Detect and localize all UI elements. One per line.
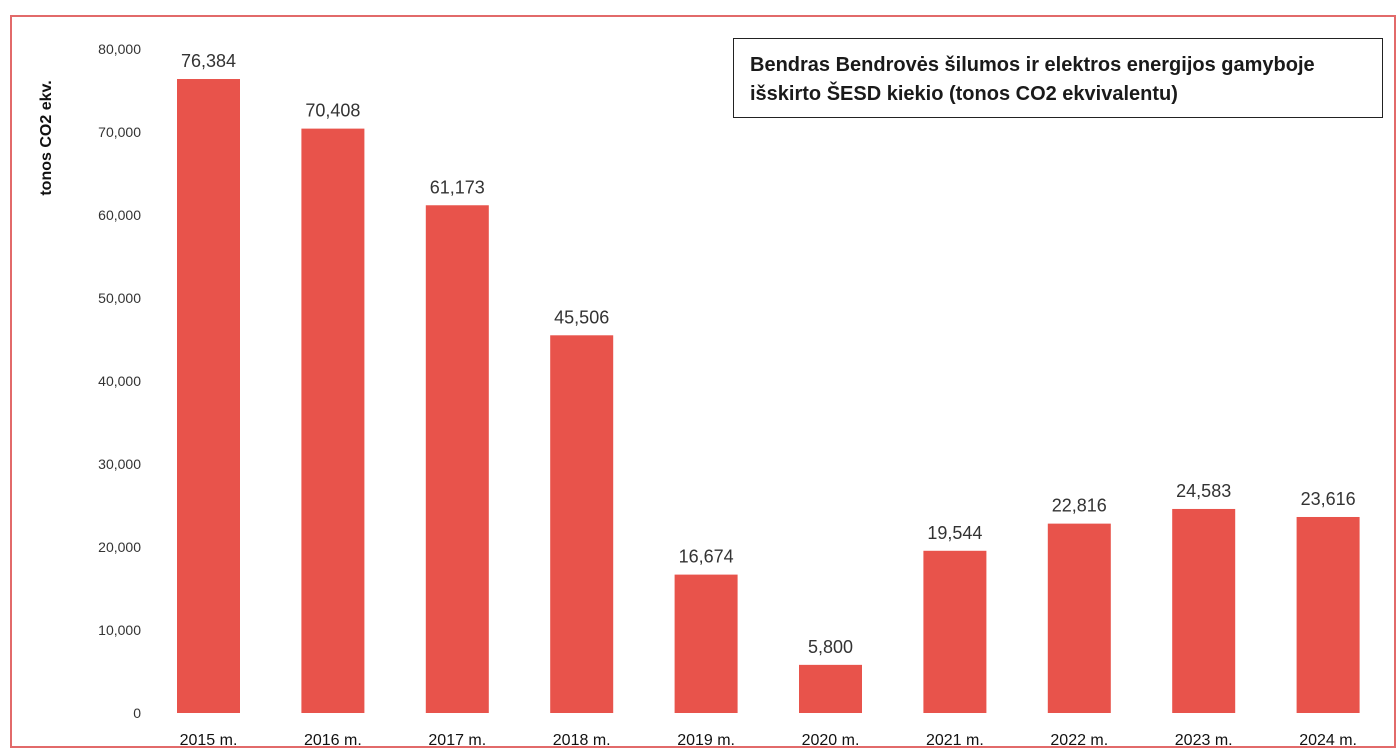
y-tick-label: 0: [133, 705, 141, 721]
bar-2018: [550, 335, 614, 713]
chart-title: Bendras Bendrovės šilumos ir elektros en…: [750, 54, 1315, 105]
x-tick-label-2016: 2016 m.: [304, 732, 362, 749]
bar-2017: [425, 205, 489, 713]
data-label-2017: 61,173: [430, 177, 485, 197]
bars-group: [177, 79, 1360, 714]
x-tick-label-2022: 2022 m.: [1050, 732, 1108, 749]
y-tick-label: 10,000: [98, 622, 141, 638]
data-label-2018: 45,506: [554, 307, 609, 327]
bar-2021: [923, 550, 987, 713]
data-label-2019: 16,674: [679, 547, 734, 567]
x-tick-label-2023: 2023 m.: [1175, 732, 1233, 749]
data-label-2021: 19,544: [927, 523, 982, 543]
data-label-2020: 5,800: [808, 637, 853, 657]
chart-frame: [10, 15, 1396, 748]
x-tick-label-2019: 2019 m.: [677, 732, 735, 749]
x-tick-label-2015: 2015 m.: [180, 732, 238, 749]
bar-2019: [674, 574, 738, 713]
y-tick-label: 60,000: [98, 207, 141, 223]
x-tick-label-2024: 2024 m.: [1299, 732, 1357, 749]
y-tick-label: 70,000: [98, 124, 141, 140]
data-label-2016: 70,408: [305, 101, 360, 121]
data-label-2015: 76,384: [181, 51, 236, 71]
x-tick-label-2020: 2020 m.: [802, 732, 860, 749]
y-axis-title: tonos CO2 ekv.: [38, 80, 55, 195]
data-label-2023: 24,583: [1176, 481, 1231, 501]
data-labels-group: 76,384 70,408 61,173 45,506 16,674 5,800 19,54…: [181, 51, 1356, 657]
y-tick-label: 20,000: [98, 539, 141, 555]
x-tick-label-2018: 2018 m.: [553, 732, 611, 749]
bar-2016: [301, 128, 365, 714]
bar-2023: [1172, 508, 1236, 713]
data-label-2022: 22,816: [1052, 496, 1107, 516]
y-tick-label: 30,000: [98, 456, 141, 472]
y-tick-label: 40,000: [98, 373, 141, 389]
bar-2015: [177, 79, 240, 713]
x-axis-labels: 2015 m. 2016 m. 2017 m. 2018 m. 2019 m. 2020 …: [180, 732, 1357, 749]
bar-2024: [1296, 516, 1360, 713]
y-tick-label: 80,000: [98, 41, 141, 57]
x-tick-label-2017: 2017 m.: [428, 732, 486, 749]
y-tick-label: 50,000: [98, 290, 141, 306]
bar-2020: [799, 664, 862, 713]
data-label-2024: 23,616: [1301, 489, 1356, 509]
x-tick-label-2021: 2021 m.: [926, 732, 984, 749]
chart-title-box: Bendras Bendrovės šilumos ir elektros en…: [733, 38, 1383, 118]
y-axis-ticks: 80,000 70,000 60,000 50,000 40,000 30,000 20,0…: [98, 41, 141, 721]
bar-2022: [1047, 523, 1111, 713]
